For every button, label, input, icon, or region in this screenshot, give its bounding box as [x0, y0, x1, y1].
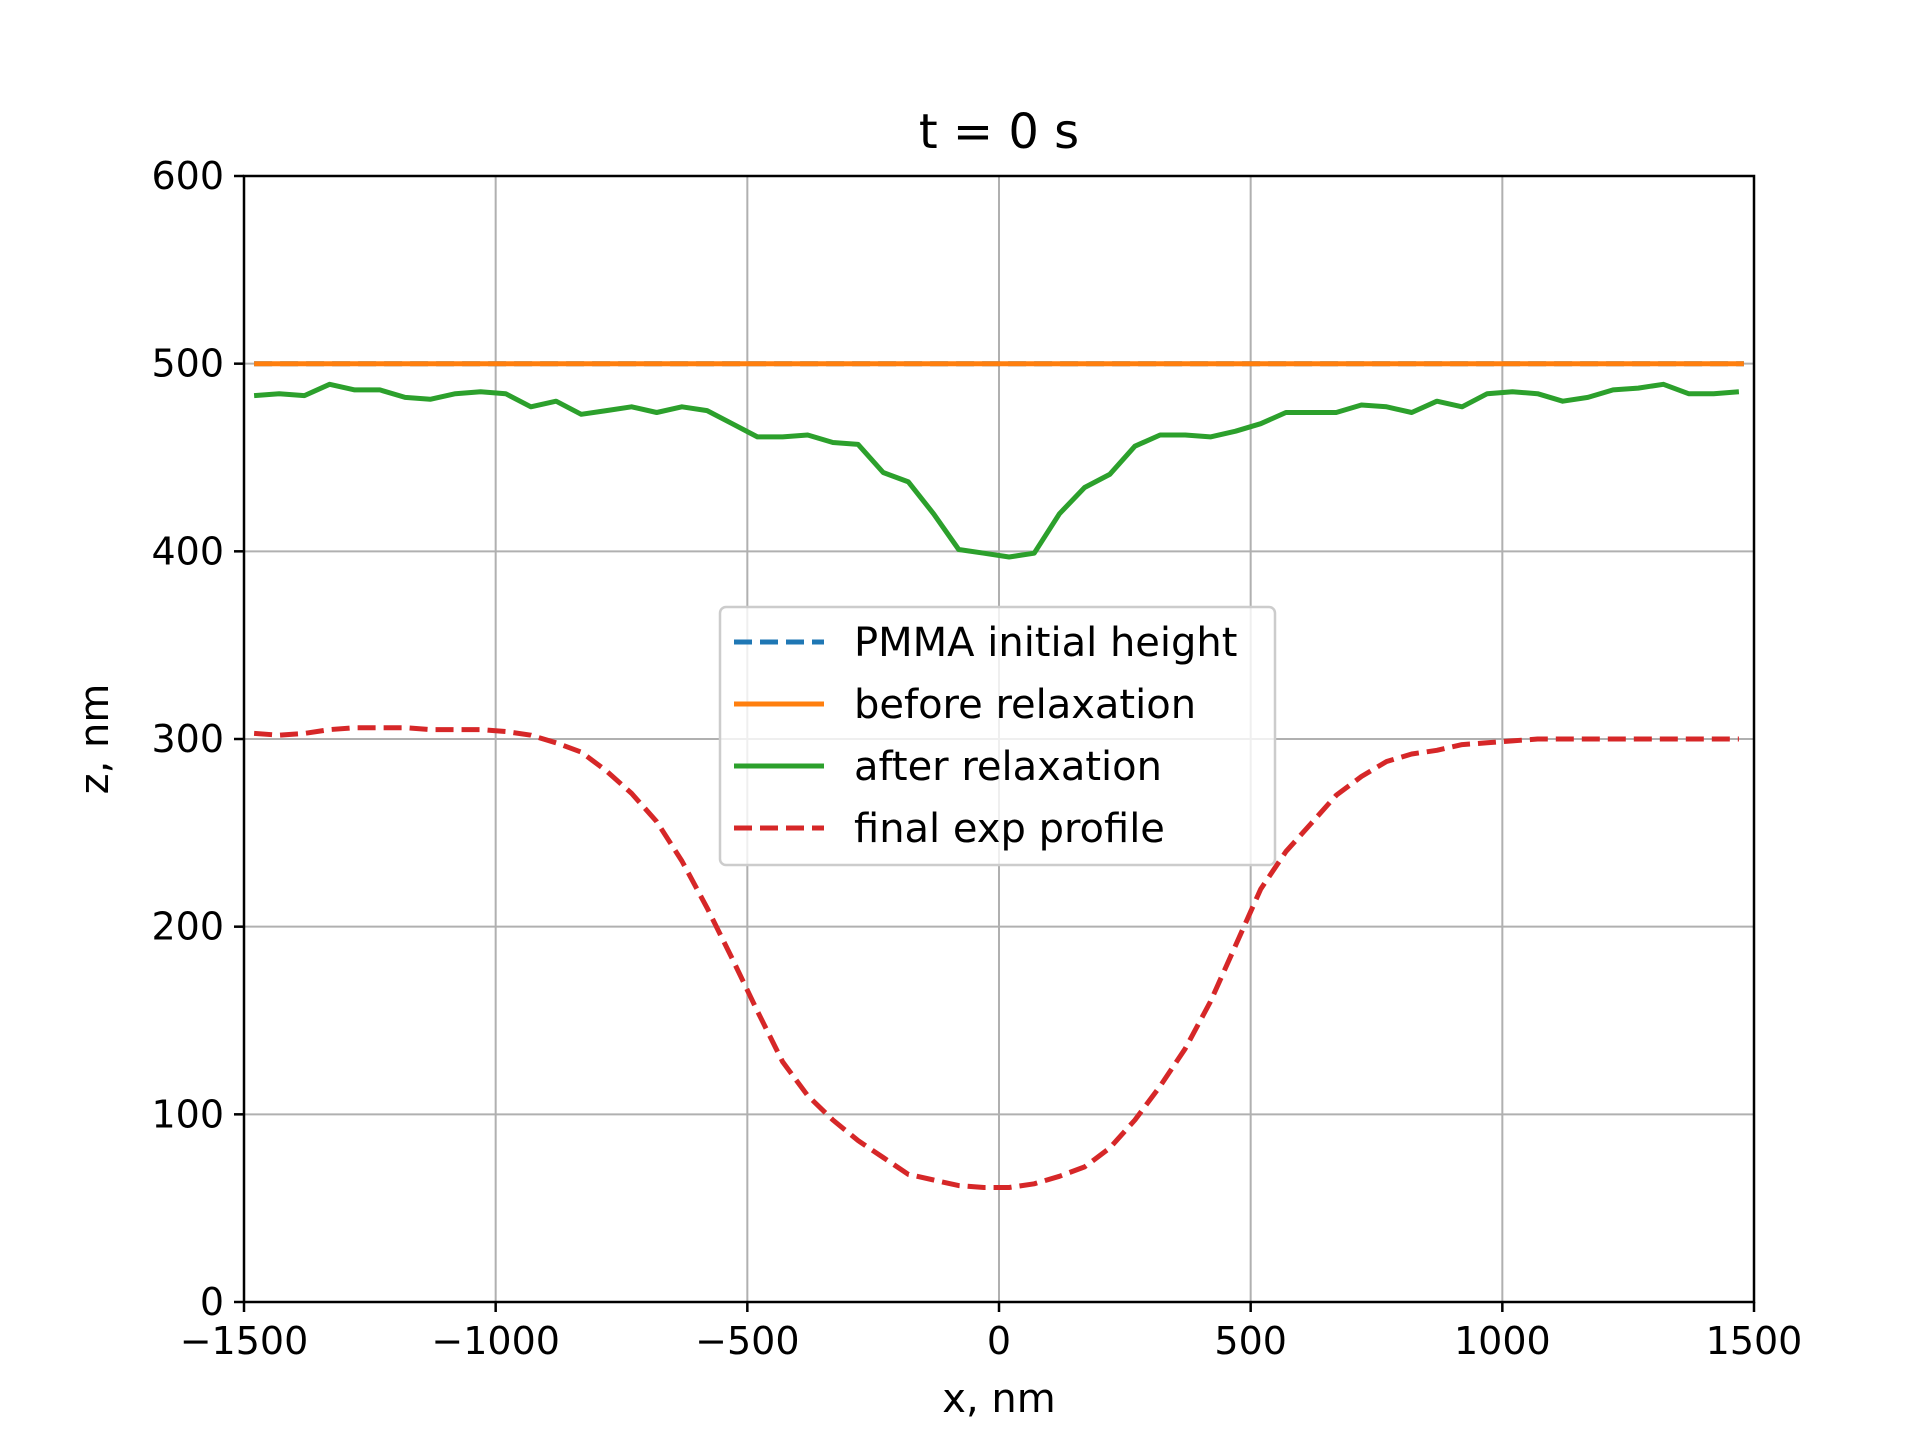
x-axis-label: x, nm [942, 1376, 1055, 1422]
y-tick-label: 600 [151, 154, 224, 198]
x-tick-label: −500 [695, 1319, 799, 1363]
x-tick-label: 500 [1214, 1319, 1287, 1363]
x-tick-label: 1500 [1706, 1319, 1803, 1363]
legend: PMMA initial height before relaxation afte… [718, 605, 1277, 867]
legend-box [718, 605, 1277, 867]
series-line-3 [253, 725, 1739, 1190]
legend-label-0: PMMA initial height [854, 620, 1237, 666]
y-tick-label: 400 [151, 529, 224, 573]
x-tick-label: −1000 [431, 1319, 560, 1363]
y-tick-label: 100 [151, 1092, 224, 1136]
y-tick-label: 200 [151, 905, 224, 949]
legend-label-2: after relaxation [854, 744, 1162, 790]
x-tick-label: −1500 [180, 1319, 309, 1363]
y-tick-label: 0 [200, 1280, 224, 1324]
legend-label-1: before relaxation [854, 682, 1196, 728]
series-line-2 [253, 381, 1740, 560]
series-layer [253, 361, 1744, 1190]
y-tick-label: 300 [151, 717, 224, 761]
legend-label-3: final exp profile [854, 806, 1165, 852]
x-tick-label: 1000 [1454, 1319, 1551, 1363]
chart-title: t = 0 s [919, 104, 1079, 160]
x-tick-label: 0 [987, 1319, 1011, 1363]
y-axis-label: z, nm [72, 684, 118, 795]
ticks: −1500 −1000 −500 0 500 1000 1500 0 100 200 300 400 5… [151, 154, 1802, 1363]
y-tick-label: 500 [151, 342, 224, 386]
